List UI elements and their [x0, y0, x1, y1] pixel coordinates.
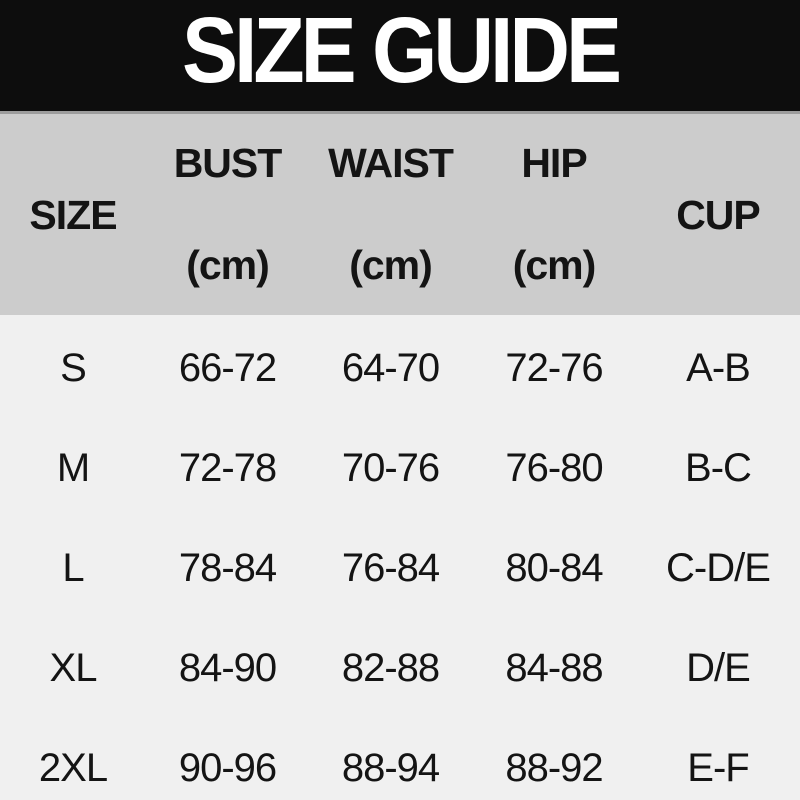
column-header-size: SIZE: [0, 114, 146, 315]
cell-size: XL: [49, 645, 98, 690]
column-header-waist: WAIST (cm): [309, 114, 472, 315]
column-header-cup: CUP: [636, 114, 800, 315]
cell-size: S: [60, 345, 87, 390]
cell-bust: 90-96: [178, 745, 277, 790]
cell-bust: 72-78: [178, 445, 277, 490]
column-header-waist-label: WAIST: [328, 140, 454, 186]
table-row: XL 84-90 82-88 84-88 D/E: [0, 618, 800, 718]
table-row: M 72-78 70-76 76-80 B-C: [0, 418, 800, 518]
column-header-bust: BUST (cm): [146, 114, 309, 315]
cell-cup: B-C: [685, 445, 752, 490]
column-header-bust-label: BUST: [173, 140, 283, 186]
table-row: 2XL 90-96 88-94 88-92 E-F: [0, 718, 800, 800]
cell-hip: 76-80: [505, 445, 603, 490]
cell-bust: 84-90: [178, 645, 277, 690]
cell-waist: 76-84: [341, 545, 440, 590]
column-header-waist-unit: (cm): [349, 242, 433, 288]
column-header-hip-unit: (cm): [512, 242, 597, 288]
cell-hip: 88-92: [505, 745, 603, 790]
column-header-hip: HIP (cm): [472, 114, 636, 315]
column-header-hip-label: HIP: [521, 140, 587, 186]
column-header-cup-label: CUP: [676, 191, 761, 238]
column-header-bust-unit: (cm): [186, 242, 270, 288]
table-body: S 66-72 64-70 72-76 A-B M 72-78 70-76 76…: [0, 315, 800, 800]
column-header-size-label: SIZE: [29, 191, 117, 238]
cell-cup: A-B: [686, 345, 751, 390]
cell-waist: 64-70: [341, 345, 440, 390]
cell-bust: 78-84: [178, 545, 277, 590]
table-header-row: SIZE BUST (cm) WAIST (cm) HIP (cm) CUP: [0, 114, 800, 315]
cell-size: 2XL: [38, 745, 108, 790]
page-title: SIZE GUIDE: [181, 0, 622, 102]
cell-size: M: [56, 445, 90, 490]
table-row: S 66-72 64-70 72-76 A-B: [0, 318, 800, 418]
table-row: L 78-84 76-84 80-84 C-D/E: [0, 518, 800, 618]
cell-hip: 84-88: [505, 645, 603, 690]
cell-hip: 80-84: [505, 545, 603, 590]
cell-waist: 70-76: [341, 445, 440, 490]
cell-waist: 88-94: [341, 745, 440, 790]
banner: SIZE GUIDE: [0, 0, 800, 114]
cell-cup: E-F: [687, 745, 749, 790]
cell-cup: C-D/E: [666, 545, 771, 590]
cell-size: L: [62, 545, 84, 590]
cell-bust: 66-72: [178, 345, 277, 390]
cell-hip: 72-76: [505, 345, 603, 390]
cell-cup: D/E: [686, 645, 751, 690]
cell-waist: 82-88: [341, 645, 440, 690]
